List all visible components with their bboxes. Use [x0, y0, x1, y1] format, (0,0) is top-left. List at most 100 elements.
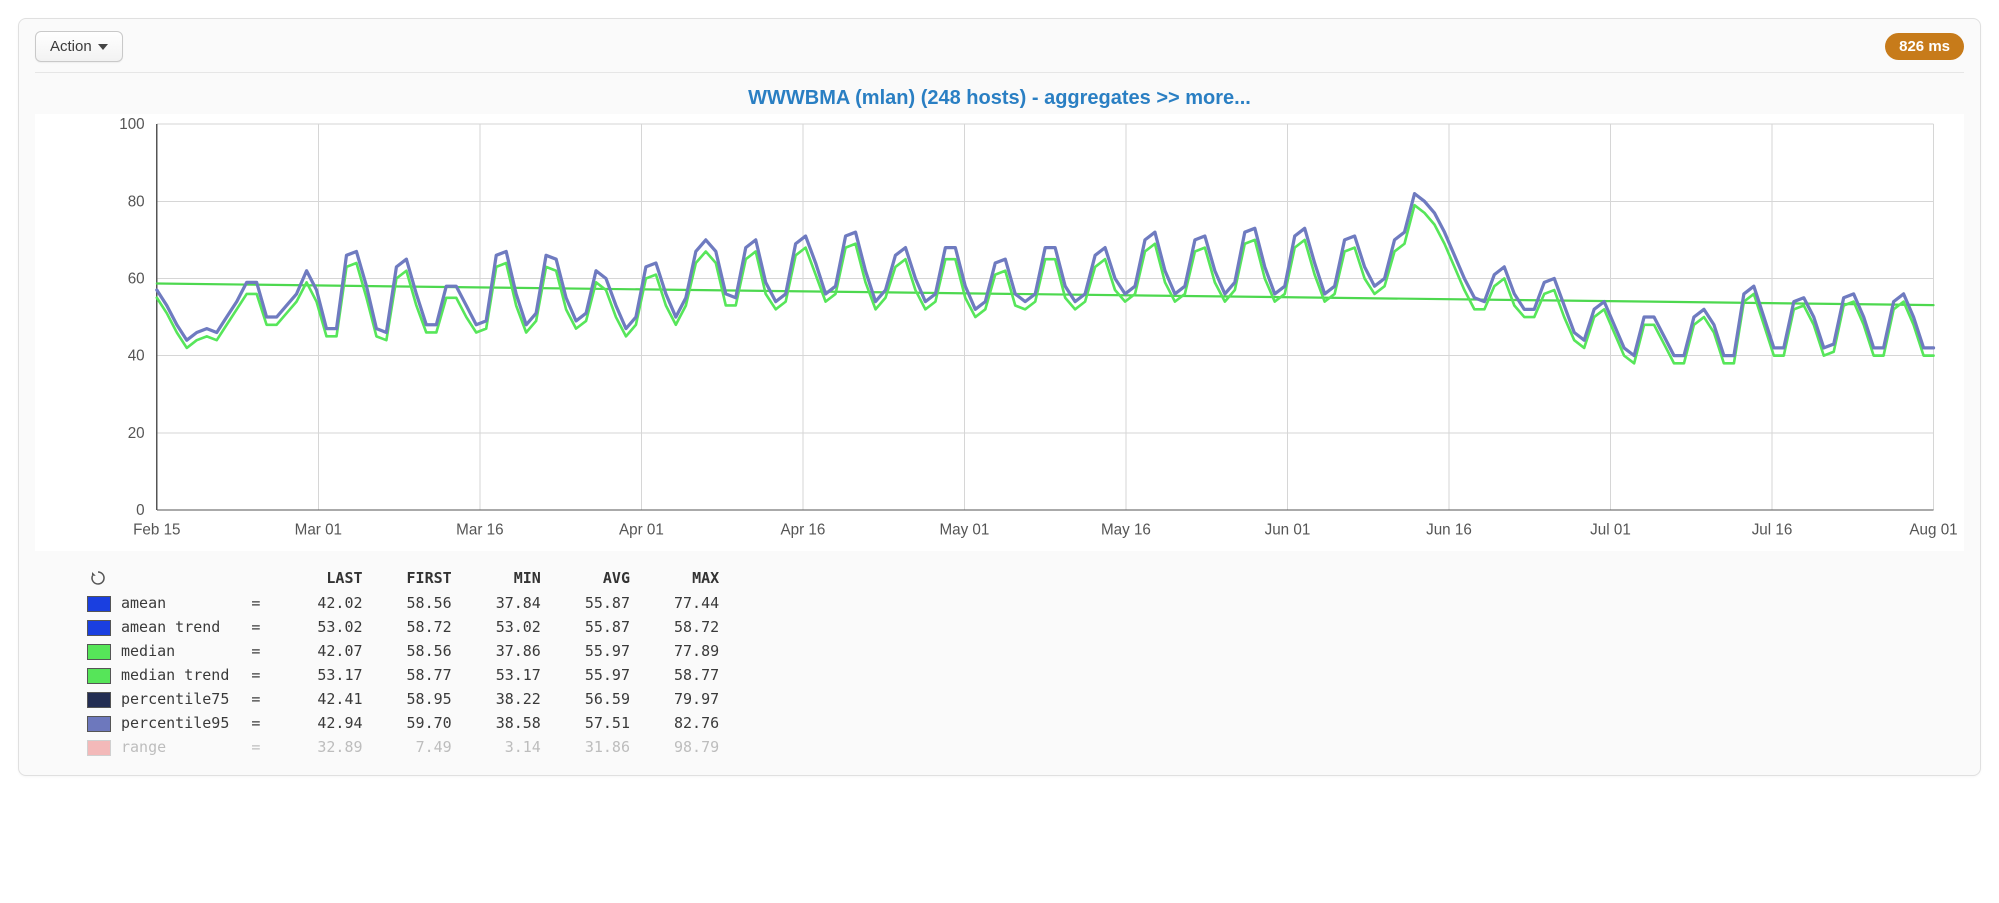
legend-value: 58.72 [385, 615, 474, 639]
legend-value: 58.77 [385, 663, 474, 687]
legend-value: 56.59 [563, 687, 652, 711]
legend-value: 77.44 [652, 591, 741, 615]
legend-value: 37.86 [474, 639, 563, 663]
legend-value: 98.79 [652, 735, 741, 759]
refresh-icon [89, 569, 107, 587]
legend-row[interactable]: median trend=53.1758.7753.1755.9758.77 [87, 663, 741, 687]
legend-value: 7.49 [385, 735, 474, 759]
legend-value: 42.41 [295, 687, 384, 711]
legend-col-avg: AVG [563, 565, 652, 592]
legend-row[interactable]: percentile75 =42.4158.9538.2256.5979.97 [87, 687, 741, 711]
legend-value: 55.87 [563, 591, 652, 615]
legend-color-swatch [87, 740, 111, 756]
legend-value: 58.56 [385, 591, 474, 615]
svg-text:Jun 16: Jun 16 [1426, 521, 1472, 538]
legend-series-label: median [121, 642, 175, 660]
legend-value: 57.51 [563, 711, 652, 735]
legend-eq: = [251, 735, 295, 759]
legend-value: 53.02 [295, 615, 384, 639]
chart-area: 020406080100Feb 15Mar 01Mar 16Apr 01Apr … [35, 114, 1964, 551]
legend-table: LAST FIRST MIN AVG MAX amean=42.0258.563… [87, 565, 741, 760]
legend-color-swatch [87, 668, 111, 684]
legend-color-swatch [87, 644, 111, 660]
legend-eq: = [251, 711, 295, 735]
action-dropdown-button[interactable]: Action [35, 31, 123, 62]
legend-value: 58.95 [385, 687, 474, 711]
legend-color-swatch [87, 692, 111, 708]
legend-value: 38.58 [474, 711, 563, 735]
legend-value: 53.17 [474, 663, 563, 687]
svg-text:Jun 01: Jun 01 [1265, 521, 1311, 538]
timing-badge: 826 ms [1885, 33, 1964, 60]
legend-series-name: range [87, 735, 251, 759]
legend-color-swatch [87, 596, 111, 612]
legend-series-name: median [87, 639, 251, 663]
legend-value: 3.14 [474, 735, 563, 759]
legend-row[interactable]: amean trend=53.0258.7253.0255.8758.72 [87, 615, 741, 639]
legend-row[interactable]: amean=42.0258.5637.8455.8777.44 [87, 591, 741, 615]
legend-value: 77.89 [652, 639, 741, 663]
legend-value: 38.22 [474, 687, 563, 711]
legend-eq: = [251, 663, 295, 687]
svg-text:Apr 16: Apr 16 [780, 521, 825, 538]
timeseries-chart: 020406080100Feb 15Mar 01Mar 16Apr 01Apr … [35, 114, 1964, 551]
legend-header-row: LAST FIRST MIN AVG MAX [87, 565, 741, 592]
action-dropdown-label: Action [50, 38, 92, 55]
legend-color-swatch [87, 620, 111, 636]
svg-text:20: 20 [128, 425, 145, 442]
legend-series-label: amean trend [121, 618, 220, 636]
legend-eq: = [251, 687, 295, 711]
legend-eq: = [251, 615, 295, 639]
svg-text:Apr 01: Apr 01 [619, 521, 664, 538]
legend-value: 42.02 [295, 591, 384, 615]
legend-value: 42.94 [295, 711, 384, 735]
legend-series-label: amean [121, 594, 166, 612]
legend-series-label: range [121, 738, 166, 756]
chevron-down-icon [98, 44, 108, 50]
legend-series-name: amean trend [87, 615, 251, 639]
legend-value: 59.70 [385, 711, 474, 735]
svg-text:100: 100 [119, 116, 144, 133]
legend-value: 32.89 [295, 735, 384, 759]
svg-text:Aug 01: Aug 01 [1909, 521, 1957, 538]
legend-series-label: percentile75 [121, 690, 229, 708]
legend-value: 55.97 [563, 663, 652, 687]
legend-value: 58.77 [652, 663, 741, 687]
legend-eq-header [251, 565, 295, 592]
svg-text:0: 0 [136, 502, 144, 519]
legend-series-name: percentile75 [87, 687, 251, 711]
svg-text:Jul 16: Jul 16 [1752, 521, 1793, 538]
legend-color-swatch [87, 716, 111, 732]
svg-text:Feb 15: Feb 15 [133, 521, 180, 538]
legend-col-first: FIRST [385, 565, 474, 592]
legend-col-last: LAST [295, 565, 384, 592]
legend-value: 58.72 [652, 615, 741, 639]
legend-value: 42.07 [295, 639, 384, 663]
legend-value: 82.76 [652, 711, 741, 735]
svg-text:May 16: May 16 [1101, 521, 1151, 538]
legend-row[interactable]: median=42.0758.5637.8655.9777.89 [87, 639, 741, 663]
legend-value: 31.86 [563, 735, 652, 759]
chart-panel: Action 826 ms WWWBMA (mlan) (248 hosts) … [18, 18, 1981, 776]
svg-text:60: 60 [128, 271, 145, 288]
svg-text:40: 40 [128, 348, 145, 365]
legend-refresh-cell[interactable] [87, 565, 251, 592]
legend-row[interactable]: percentile95 =42.9459.7038.5857.5182.76 [87, 711, 741, 735]
legend-row[interactable]: range =32.897.493.1431.8698.79 [87, 735, 741, 759]
legend-value: 55.87 [563, 615, 652, 639]
legend-series-label: median trend [121, 666, 229, 684]
chart-title-link[interactable]: WWWBMA (mlan) (248 hosts) - aggregates >… [35, 87, 1964, 110]
legend-eq: = [251, 639, 295, 663]
legend-series-name: amean [87, 591, 251, 615]
legend-series-name: median trend [87, 663, 251, 687]
legend-series-label: percentile95 [121, 714, 229, 732]
legend-value: 79.97 [652, 687, 741, 711]
legend-value: 37.84 [474, 591, 563, 615]
toolbar: Action 826 ms [35, 31, 1964, 73]
legend-series-name: percentile95 [87, 711, 251, 735]
svg-text:80: 80 [128, 193, 145, 210]
legend-value: 53.02 [474, 615, 563, 639]
legend-col-min: MIN [474, 565, 563, 592]
svg-text:Mar 16: Mar 16 [456, 521, 503, 538]
legend-value: 53.17 [295, 663, 384, 687]
